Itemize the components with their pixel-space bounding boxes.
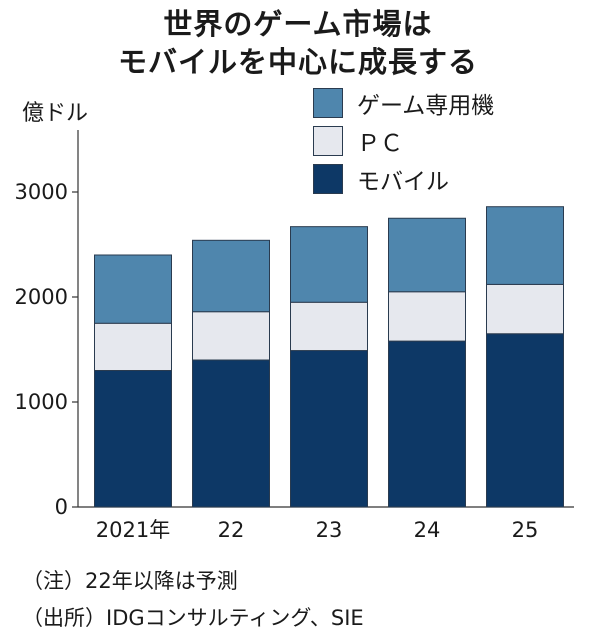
y-tick-label: 2000 xyxy=(15,285,68,309)
bar-segment-mobile xyxy=(94,370,172,508)
y-tick-label: 1000 xyxy=(15,390,68,414)
bar-segment-console xyxy=(388,217,466,293)
legend-swatch-console xyxy=(313,88,343,118)
bar-segment-console xyxy=(290,226,368,303)
chart-title-line-1: 世界のゲーム市場は xyxy=(163,7,433,41)
legend: ゲーム専用機 ＰＣ モバイル xyxy=(313,84,494,198)
legend-swatch-pc xyxy=(313,126,343,156)
bar-segment-pc xyxy=(486,283,564,335)
bar-segment-pc xyxy=(388,291,466,342)
bar-segment-mobile xyxy=(388,340,466,508)
legend-label-pc: ＰＣ xyxy=(357,131,403,157)
legend-label-mobile: モバイル xyxy=(357,169,449,195)
bar-segment-console xyxy=(192,239,270,313)
legend-swatch-mobile xyxy=(313,164,343,194)
legend-label-console: ゲーム専用機 xyxy=(357,93,495,119)
y-tick-label: 3000 xyxy=(15,180,68,204)
x-tick-label: 24 xyxy=(414,518,441,542)
bar-segment-pc xyxy=(192,311,270,361)
x-tick-label: 23 xyxy=(316,518,343,542)
y-tick-label: 0 xyxy=(55,495,68,519)
y-axis-unit-label: 億ドル xyxy=(22,101,89,126)
legend-item-console: ゲーム専用機 xyxy=(313,84,494,122)
bar-segment-pc xyxy=(290,301,368,352)
bar-segment-console xyxy=(486,206,564,285)
source-note: （出所）IDGコンサルティング、SIE xyxy=(22,606,364,630)
bar-segment-mobile xyxy=(192,359,270,508)
bar-segment-console xyxy=(94,254,172,324)
bar-segment-mobile xyxy=(290,350,368,508)
bar-segment-mobile xyxy=(486,333,564,508)
forecast-note: （注）22年以降は予測 xyxy=(22,569,238,593)
x-tick-label: 22 xyxy=(218,518,245,542)
x-tick-label: 2021年 xyxy=(96,518,170,542)
legend-item-mobile: モバイル xyxy=(313,160,494,198)
chart-title-line-2: モバイルを中心に成長する xyxy=(117,45,478,79)
bar-segment-pc xyxy=(94,322,172,371)
legend-item-pc: ＰＣ xyxy=(313,122,494,160)
x-tick-label: 25 xyxy=(512,518,539,542)
